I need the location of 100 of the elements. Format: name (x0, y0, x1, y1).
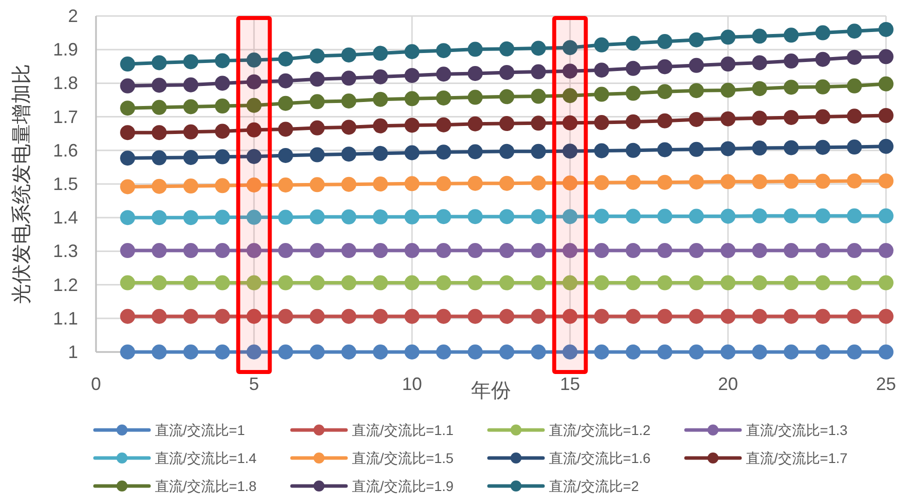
legend-label: 直流/交流比=1 (155, 422, 246, 438)
point (152, 210, 167, 226)
point (310, 209, 325, 224)
point (626, 308, 641, 324)
point (404, 344, 420, 360)
point (562, 243, 578, 258)
point (341, 146, 356, 162)
point (499, 275, 514, 290)
point (436, 308, 452, 324)
point (784, 308, 799, 324)
point (468, 42, 483, 57)
point (278, 210, 294, 225)
point (404, 243, 420, 258)
point (183, 210, 198, 226)
point (878, 138, 894, 154)
legend-label: 直流/交流比=1.8 (155, 478, 257, 494)
point (846, 140, 862, 155)
point (562, 40, 578, 56)
point (720, 111, 736, 126)
point (404, 308, 420, 324)
point (688, 112, 704, 127)
point (752, 208, 768, 224)
point (152, 275, 167, 290)
y-axis-title: 光伏发电系统发电量增加比 (11, 64, 33, 304)
point (152, 178, 167, 194)
point (657, 174, 672, 190)
point (468, 116, 483, 132)
point (468, 176, 483, 191)
point (120, 100, 136, 116)
point (341, 94, 356, 109)
point (846, 243, 862, 258)
point (214, 243, 230, 258)
point (372, 118, 388, 134)
point (752, 55, 768, 70)
point (341, 275, 356, 290)
point (278, 148, 294, 163)
point (499, 344, 514, 360)
y-tick-label: 1.5 (52, 174, 78, 194)
legend-label: 直流/交流比=2 (549, 478, 640, 494)
point (752, 110, 768, 126)
point (815, 52, 830, 67)
point (562, 64, 578, 79)
point (752, 174, 768, 190)
point (436, 209, 452, 224)
point (372, 176, 388, 192)
x-tick-label: 25 (876, 374, 896, 394)
point (720, 208, 736, 224)
point (688, 275, 704, 290)
point (626, 344, 641, 360)
point (404, 118, 420, 133)
point (436, 43, 452, 58)
point (278, 243, 294, 258)
point (246, 52, 262, 68)
point (436, 144, 452, 160)
y-tick-label: 1.4 (52, 208, 78, 228)
point (878, 108, 894, 123)
point (499, 308, 514, 324)
point (214, 344, 230, 360)
point (120, 179, 136, 194)
point (499, 89, 514, 104)
point (310, 243, 325, 258)
point (341, 243, 356, 258)
point (120, 125, 136, 140)
point (815, 79, 830, 94)
legend-label: 直流/交流比=1.2 (549, 422, 651, 438)
point (246, 344, 262, 360)
point (183, 308, 198, 324)
point (752, 81, 768, 96)
point (784, 140, 799, 156)
point (878, 173, 894, 188)
point (530, 175, 546, 190)
point (246, 122, 262, 138)
point (530, 144, 546, 159)
point (688, 344, 704, 360)
point (183, 275, 198, 290)
point (341, 209, 356, 224)
point (530, 64, 546, 80)
point (752, 28, 768, 44)
point (878, 22, 894, 37)
point (499, 144, 514, 159)
point (657, 243, 672, 258)
point (246, 308, 262, 324)
legend-label: 直流/交流比=1.5 (352, 450, 454, 466)
point (278, 122, 294, 137)
point (815, 140, 830, 155)
point (404, 209, 420, 224)
point (594, 143, 610, 158)
point (878, 344, 894, 360)
point (530, 40, 546, 56)
point (657, 275, 672, 290)
point (183, 150, 198, 165)
x-tick-label: 5 (248, 374, 260, 394)
point (310, 177, 325, 192)
point (214, 210, 230, 225)
point (784, 80, 799, 95)
point (278, 308, 294, 324)
point (341, 308, 356, 324)
point (499, 41, 514, 56)
point (688, 243, 704, 258)
point (530, 88, 546, 104)
